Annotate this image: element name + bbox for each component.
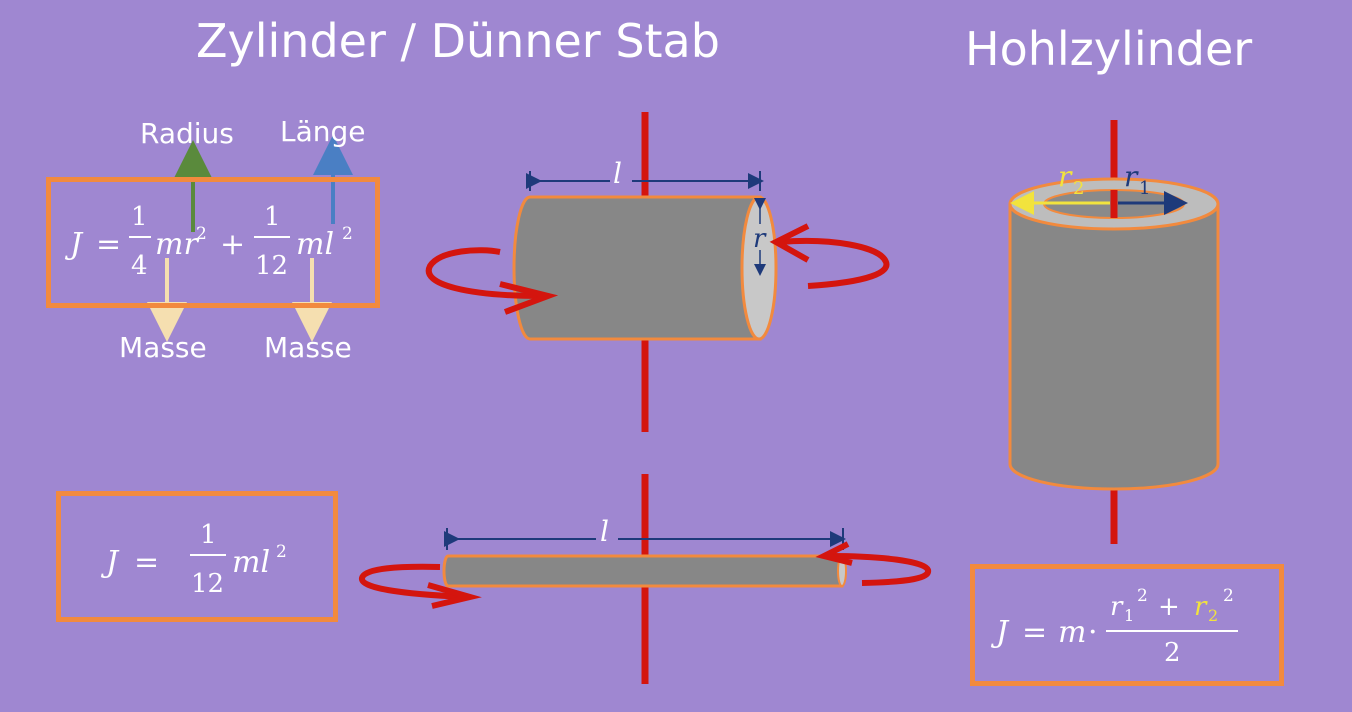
numerator-r2: r — [1194, 592, 1207, 622]
fraction-numerator: 1 — [200, 520, 217, 550]
formula-dot: · — [1088, 615, 1098, 650]
numerator-r1-subscript: 1 — [1124, 606, 1135, 625]
fraction-denominator: 2 — [1164, 638, 1181, 668]
exponent-1: 2 — [196, 224, 207, 244]
formula-symbol-j: J — [70, 227, 83, 262]
fraction-2-denominator: 12 — [255, 251, 289, 281]
formula-plus: + — [220, 227, 246, 262]
hollow-r1-subscript: 1 — [1139, 178, 1151, 199]
fraction-1-numerator: 1 — [131, 202, 148, 232]
hollow-r1-label: r — [1124, 160, 1138, 193]
formula-equals: = — [1022, 615, 1048, 650]
term-mr: mr — [155, 227, 198, 262]
exponent: 2 — [276, 542, 287, 562]
solid-cylinder — [425, 112, 890, 432]
numerator-r2-exponent: 2 — [1223, 586, 1234, 606]
numerator-plus: + — [1158, 592, 1180, 622]
formula-symbol-j: J — [106, 545, 119, 580]
numerator-r2-subscript: 2 — [1208, 606, 1219, 625]
hollow-r2-subscript: 2 — [1073, 178, 1085, 199]
fraction-denominator: 12 — [191, 569, 225, 599]
label-mass-2: Masse — [264, 331, 352, 364]
term-ml: ml — [232, 545, 271, 580]
cylinder-radius-label: r — [753, 224, 766, 254]
title-hollow-cylinder: Hohlzylinder — [965, 22, 1253, 76]
fraction-2-bar — [254, 236, 290, 238]
formula-equals: = — [134, 545, 160, 580]
hollow-cylinder — [1008, 120, 1220, 544]
label-length: Länge — [280, 115, 366, 148]
thin-rod — [359, 474, 931, 684]
rod-length-label: l — [600, 515, 609, 548]
title-cylinder-rod: Zylinder / Dünner Stab — [196, 14, 720, 68]
formula-symbol-j: J — [996, 615, 1009, 650]
term-ml: ml — [296, 227, 335, 262]
fraction-1-denominator: 4 — [131, 251, 148, 281]
cylinder-formula-box — [46, 177, 380, 308]
label-radius: Radius — [140, 117, 234, 150]
hollow-r2-label: r — [1058, 160, 1072, 193]
numerator-r1-exponent: 2 — [1137, 586, 1148, 606]
fraction-1-bar — [129, 236, 151, 238]
formula-symbol-m: m — [1058, 615, 1087, 650]
fraction-bar — [190, 554, 226, 556]
fraction-bar — [1106, 630, 1238, 632]
cylinder-length-label: l — [613, 157, 622, 190]
label-mass-1: Masse — [119, 331, 207, 364]
hollow-formula-box — [970, 564, 1284, 686]
exponent-2: 2 — [342, 224, 353, 244]
numerator-r1: r — [1110, 592, 1123, 622]
rod-formula-box — [56, 491, 338, 622]
formula-equals: = — [96, 227, 122, 262]
fraction-2-numerator: 1 — [264, 202, 281, 232]
